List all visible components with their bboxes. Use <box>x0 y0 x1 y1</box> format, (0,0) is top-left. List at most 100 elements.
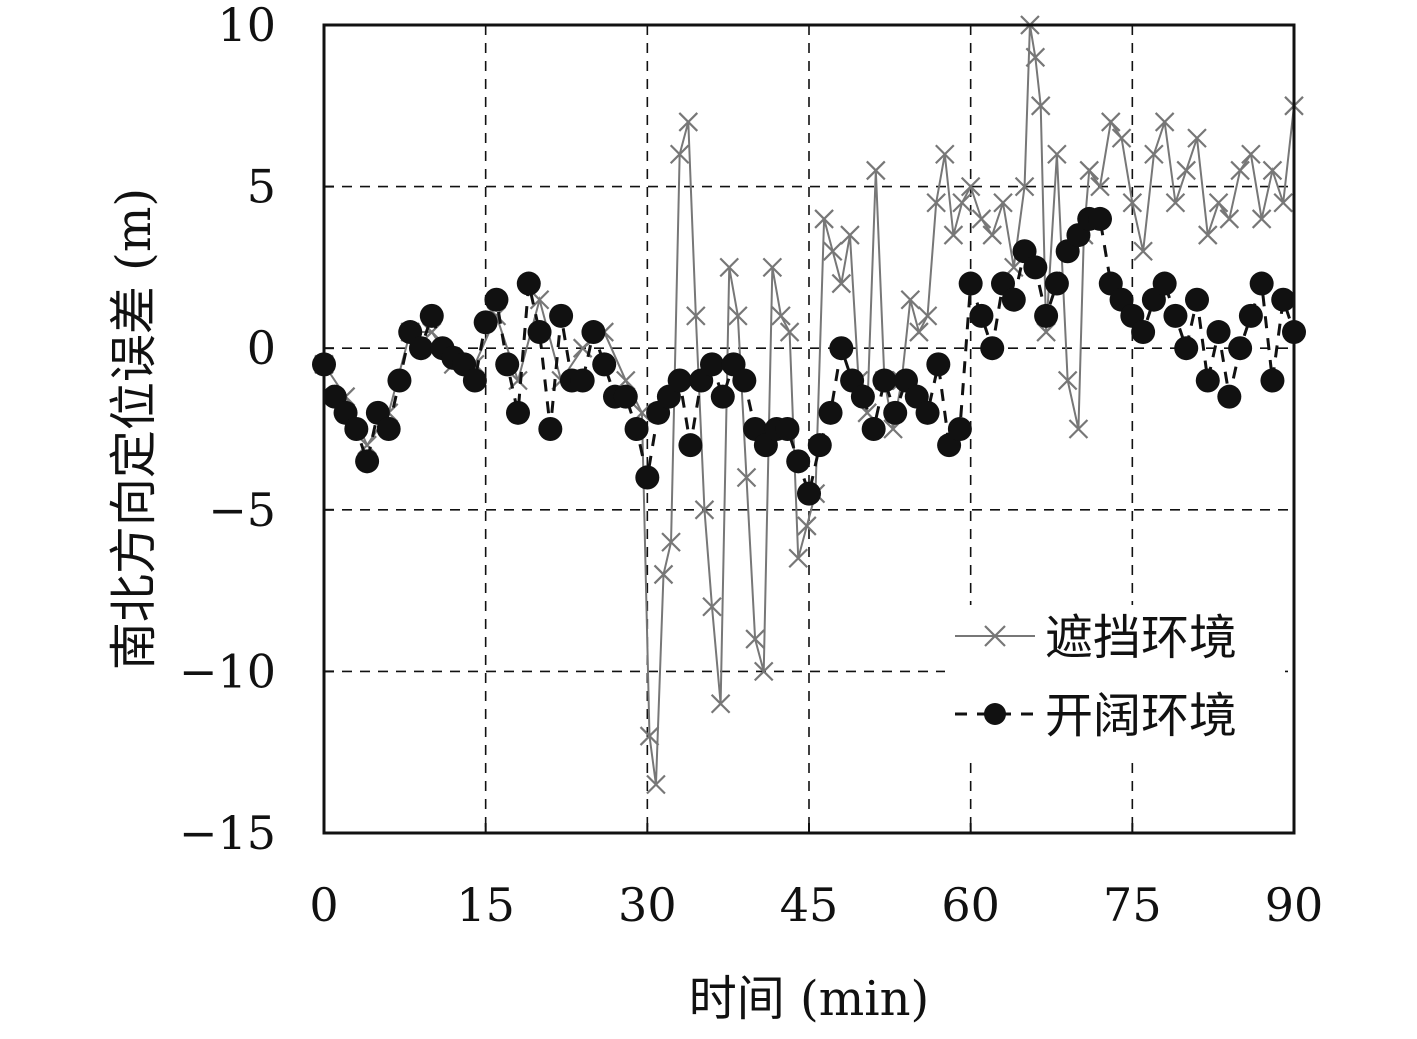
data-point-stroke <box>982 225 1003 245</box>
data-point <box>1217 384 1242 409</box>
data-point-stroke <box>762 257 783 278</box>
data-point <box>355 449 380 474</box>
data-point-stroke <box>935 144 955 165</box>
x-tick-label: 60 <box>941 878 1000 932</box>
data-point <box>797 481 821 506</box>
legend-item-open: 开阔环境 <box>955 688 1237 744</box>
data-point-stroke <box>952 192 972 213</box>
data-point-stroke <box>1187 128 1207 148</box>
data-point <box>915 400 940 425</box>
x-tick-label: 15 <box>456 878 515 932</box>
data-point-stroke <box>710 693 731 714</box>
data-point <box>376 417 401 441</box>
data-point <box>1260 368 1285 393</box>
data-point-x <box>753 661 774 682</box>
data-point <box>872 368 897 393</box>
data-point <box>850 384 875 409</box>
data-point-stroke <box>1014 176 1035 197</box>
data-point-x <box>960 176 981 197</box>
data-point-stroke <box>831 273 852 294</box>
data-point <box>1131 320 1156 345</box>
data-point-x <box>952 192 972 213</box>
data-point <box>409 336 433 361</box>
data-point <box>732 368 757 393</box>
data-point-x <box>779 322 800 342</box>
data-point-x <box>762 257 783 278</box>
data-point-x <box>822 241 843 262</box>
y-axis-label: 南北方向定位误差 (m) <box>106 188 162 670</box>
data-point-stroke <box>1251 209 1272 229</box>
data-point-stroke <box>1079 160 1099 181</box>
data-point <box>700 352 724 377</box>
data-point-stroke <box>1241 144 1261 165</box>
series-1 <box>312 206 1306 506</box>
data-point-stroke <box>639 726 660 746</box>
data-point <box>1163 303 1188 328</box>
data-point <box>344 417 369 441</box>
data-point <box>462 368 487 393</box>
series-layer <box>312 15 1306 795</box>
x-tick-label: 75 <box>1103 878 1162 932</box>
data-point-stroke <box>1111 128 1132 148</box>
data-point-x <box>1025 47 1046 68</box>
data-point <box>958 271 983 296</box>
data-point-stroke <box>646 774 666 795</box>
data-point-stroke <box>1219 209 1240 229</box>
data-point-x <box>831 273 852 294</box>
data-point <box>484 287 509 312</box>
data-point-stroke <box>814 209 834 229</box>
data-point-stroke <box>1122 192 1143 213</box>
data-point-stroke <box>1133 241 1153 262</box>
y-tick-label: −15 <box>179 806 276 860</box>
data-point-x <box>1133 241 1153 262</box>
data-point-x <box>686 306 706 326</box>
data-point-x <box>1047 144 1067 165</box>
data-point-x <box>1198 225 1218 245</box>
data-point-x <box>1165 192 1186 213</box>
data-point-x <box>1014 176 1035 197</box>
data-point <box>818 400 843 425</box>
data-point-stroke <box>943 225 964 245</box>
data-point <box>1023 255 1048 280</box>
data-point-x <box>1262 160 1283 181</box>
data-point-stroke <box>960 176 981 197</box>
data-point-x <box>771 306 791 326</box>
data-point <box>1206 320 1231 345</box>
data-point <box>592 352 617 377</box>
data-point-x <box>1251 209 1272 229</box>
data-point-stroke <box>1144 144 1164 165</box>
data-point <box>516 271 541 296</box>
data-point <box>1185 287 1209 312</box>
data-point-x <box>702 596 722 617</box>
data-point-stroke <box>971 209 992 229</box>
data-point-stroke <box>1090 176 1110 197</box>
data-point-stroke <box>797 516 817 536</box>
data-point-x <box>1101 112 1121 132</box>
data-point-stroke <box>694 500 715 520</box>
data-point <box>786 449 811 474</box>
data-point-x <box>1154 112 1175 132</box>
data-point-stroke <box>1165 192 1186 213</box>
data-point-stroke <box>840 225 860 245</box>
data-point-stroke <box>1273 192 1293 213</box>
data-point-stroke <box>1068 419 1089 439</box>
data-point-x <box>1090 176 1110 197</box>
data-point-x <box>1111 128 1132 148</box>
data-point <box>1034 303 1059 328</box>
data-point-x <box>971 209 992 229</box>
data-point <box>1044 271 1069 296</box>
data-point <box>1249 271 1274 296</box>
data-point-stroke <box>900 289 921 310</box>
data-point-stroke <box>857 403 877 423</box>
data-point-x <box>1187 128 1207 148</box>
data-point-stroke <box>1154 112 1175 132</box>
data-point-stroke <box>1208 192 1229 213</box>
data-point <box>1088 206 1112 231</box>
data-point <box>710 384 735 409</box>
data-point-x <box>694 500 715 520</box>
data-point <box>538 417 563 441</box>
data-point-stroke <box>669 144 690 165</box>
data-point <box>969 303 994 328</box>
data-point-stroke <box>1198 225 1218 245</box>
